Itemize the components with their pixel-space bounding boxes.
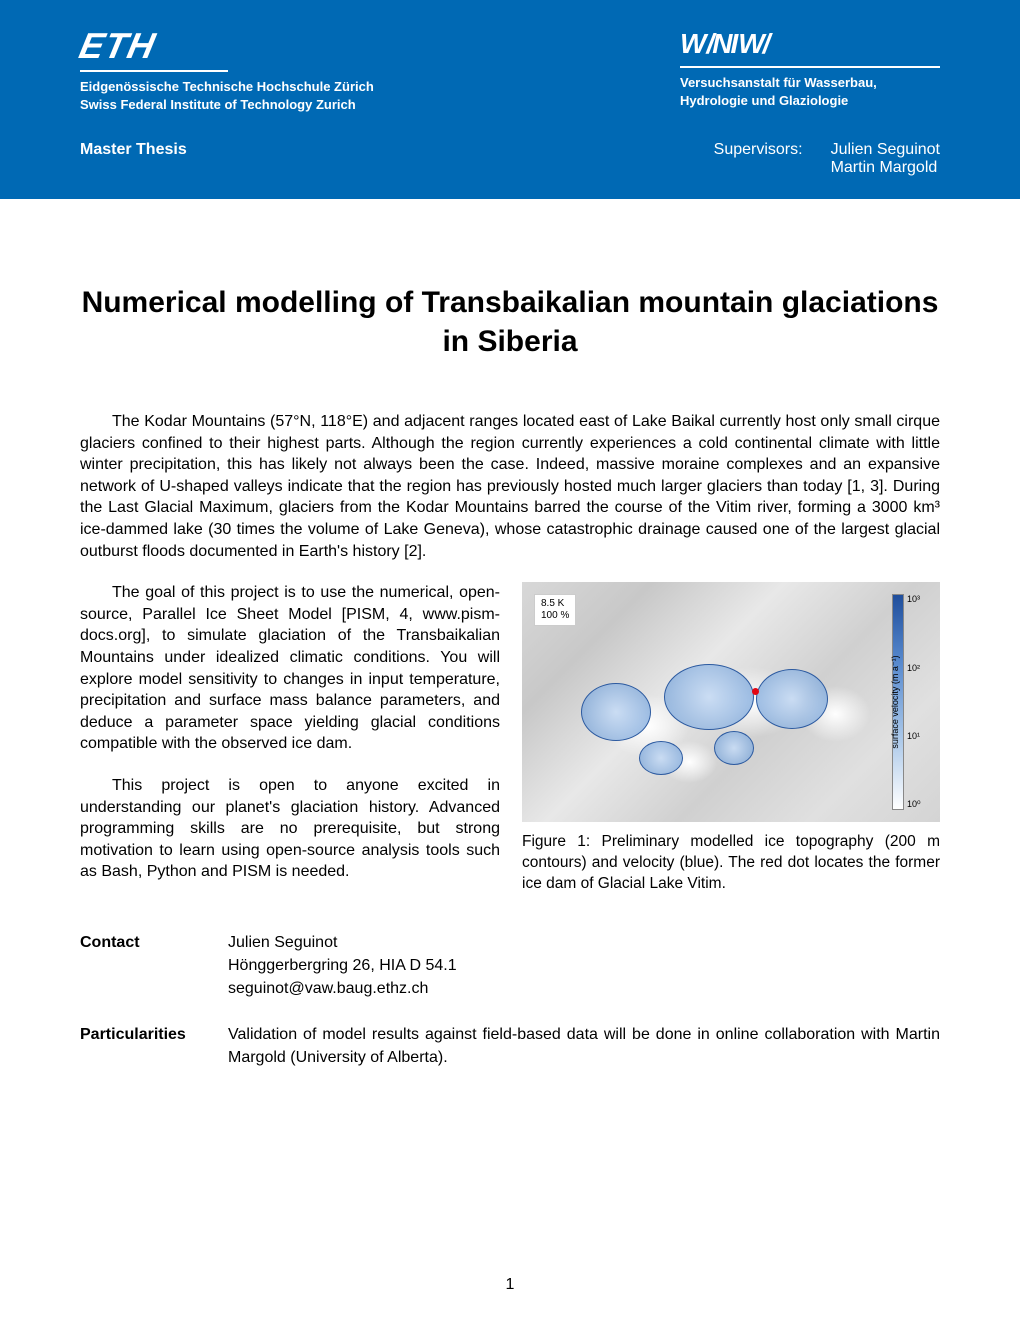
supervisor-1: Julien Seguinot <box>831 141 940 159</box>
figure-1: 8.5 K 100 % 10³ 10² 10¹ 10⁰ surface velocit… <box>522 582 940 822</box>
vaw-subtitle-1: Versuchsanstalt für Wasserbau, <box>680 74 877 92</box>
colorbar-ticks: 10³ 10² 10¹ 10⁰ <box>907 594 921 810</box>
particularities-text: Validation of model results against fiel… <box>228 1023 940 1069</box>
eth-subtitle-en: Swiss Federal Institute of Technology Zu… <box>80 96 374 114</box>
glacier-blob <box>664 664 754 730</box>
colorbar-tick: 10¹ <box>907 731 921 741</box>
vaw-subtitle-2: Hydrologie und Glaziologie <box>680 92 848 110</box>
supervisor-2: Martin Margold <box>831 159 940 177</box>
eth-logo-block: ETH Eidgenössische Technische Hochschule… <box>80 28 374 113</box>
badge-line-1: 8.5 K <box>541 598 569 610</box>
vaw-logo-block: W/NIW/ Versuchsanstalt für Wasserbau, Hy… <box>680 28 940 109</box>
thesis-label: Master Thesis <box>80 141 187 177</box>
colorbar: 10³ 10² 10¹ 10⁰ surface velocity (m a⁻¹) <box>892 594 934 810</box>
colorbar-label: surface velocity (m a⁻¹) <box>890 656 901 749</box>
paragraph-1: The Kodar Mountains (57°N, 118°E) and ad… <box>80 411 940 562</box>
vaw-stripes-icon: W/NIW/ <box>680 28 768 60</box>
page-title: Numerical modelling of Transbaikalian mo… <box>80 283 940 361</box>
figure-badge: 8.5 K 100 % <box>534 594 576 626</box>
glacier-blob <box>581 683 651 741</box>
colorbar-tick: 10³ <box>907 594 921 604</box>
contact-email: seguinot@vaw.baug.ethz.ch <box>228 977 940 1000</box>
eth-rule <box>80 70 228 72</box>
eth-wordmark: ETH <box>76 28 377 64</box>
figure-caption: Figure 1: Preliminary modelled ice topog… <box>522 832 940 895</box>
meta-row: Master Thesis Supervisors: Julien Seguin… <box>80 141 940 177</box>
vaw-rule <box>680 66 940 68</box>
paragraph-3: This project is open to anyone excited i… <box>80 775 500 883</box>
contact-name: Julien Seguinot <box>228 931 940 954</box>
glacier-blob <box>639 741 683 775</box>
logos-row: ETH Eidgenössische Technische Hochschule… <box>80 28 940 113</box>
content-area: Numerical modelling of Transbaikalian mo… <box>0 199 1020 1069</box>
contact-row: Contact Julien Seguinot Hönggerbergring … <box>80 931 940 1001</box>
badge-line-2: 100 % <box>541 610 569 622</box>
contact-label: Contact <box>80 931 228 1001</box>
particularities-row: Particularities Validation of model resu… <box>80 1023 940 1069</box>
page-number: 1 <box>0 1276 1020 1294</box>
colorbar-tick: 10⁰ <box>907 799 921 810</box>
particularities-label: Particularities <box>80 1023 228 1069</box>
supervisors-label: Supervisors: <box>714 141 803 177</box>
contact-address: Hönggerbergring 26, HIA D 54.1 <box>228 954 940 977</box>
red-dot-marker <box>752 688 759 695</box>
colorbar-tick: 10² <box>907 663 921 673</box>
header-band: ETH Eidgenössische Technische Hochschule… <box>0 0 1020 199</box>
glacier-blob <box>756 669 828 729</box>
eth-subtitle-de: Eidgenössische Technische Hochschule Zür… <box>80 78 374 96</box>
paragraph-2: The goal of this project is to use the n… <box>80 582 500 755</box>
